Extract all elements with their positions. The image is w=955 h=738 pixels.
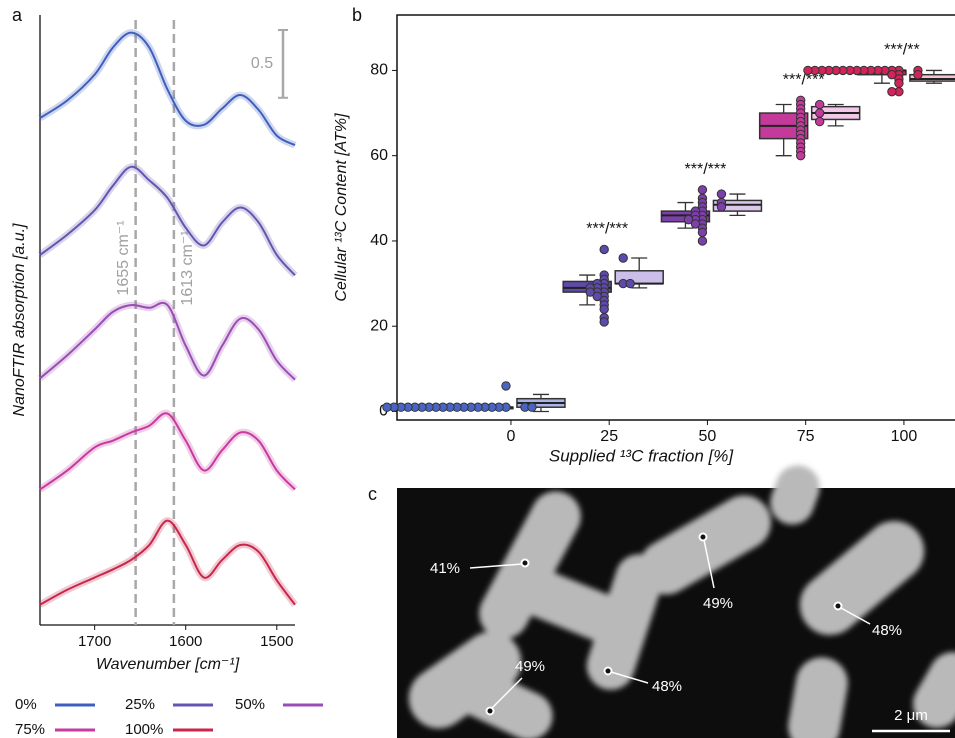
significance: ***/*** bbox=[586, 221, 628, 238]
legend-label: 25% bbox=[125, 696, 155, 713]
panel-label: c bbox=[368, 484, 377, 504]
x-tick-label: 1700 bbox=[78, 633, 111, 650]
image-label: 48% bbox=[652, 678, 682, 695]
pointer-dot bbox=[487, 708, 494, 715]
x-tick-label: 100 bbox=[891, 428, 918, 445]
data-point bbox=[600, 318, 608, 326]
figure: a b c 41% bbox=[0, 0, 955, 738]
pointer-dot bbox=[605, 668, 612, 675]
image-label: 48% bbox=[872, 622, 902, 639]
x-tick-label: 75 bbox=[797, 428, 815, 445]
x-tick-label: 1500 bbox=[260, 633, 293, 650]
spectrum-line bbox=[40, 521, 295, 605]
x-tick-label: 1600 bbox=[169, 633, 202, 650]
x-axis-label: Wavenumber [cm⁻¹] bbox=[96, 656, 240, 673]
data-point bbox=[796, 151, 804, 159]
data-point bbox=[914, 70, 922, 78]
data-point bbox=[600, 245, 608, 253]
significance: ***/** bbox=[884, 42, 920, 59]
data-point bbox=[698, 228, 706, 236]
scale-bar-label: 2 μm bbox=[894, 707, 928, 724]
data-point bbox=[815, 117, 823, 125]
x-axis-label: Supplied ¹³C fraction [%] bbox=[549, 446, 735, 465]
data-point bbox=[717, 203, 725, 211]
legend-label: 75% bbox=[15, 721, 45, 738]
pointer-dot bbox=[700, 534, 707, 541]
data-point bbox=[619, 254, 627, 262]
legend-label: 100% bbox=[125, 721, 163, 738]
significance: ***/*** bbox=[685, 161, 727, 178]
spectrum-band bbox=[40, 413, 295, 489]
y-tick-label: 40 bbox=[370, 232, 388, 249]
scale-bar-label: 0.5 bbox=[251, 55, 273, 72]
panel-label: b bbox=[352, 5, 362, 25]
legend-label: 50% bbox=[235, 696, 265, 713]
significance: ***/*** bbox=[783, 71, 825, 88]
x-tick-label: 50 bbox=[699, 428, 717, 445]
image-label: 41% bbox=[430, 560, 460, 577]
y-tick-label: 60 bbox=[370, 147, 388, 164]
image-label: 49% bbox=[515, 658, 545, 675]
panel-label: a bbox=[12, 5, 23, 25]
data-point bbox=[815, 109, 823, 117]
y-axis-label: NanoFTIR absorption [a.u.] bbox=[11, 223, 28, 417]
page: a b c 41% bbox=[0, 0, 955, 738]
data-point bbox=[698, 186, 706, 194]
pointer-dot bbox=[835, 603, 842, 610]
data-point bbox=[626, 279, 634, 287]
y-axis-label: Cellular ¹³C Content [AT%] bbox=[333, 113, 350, 302]
spectrum-band bbox=[40, 521, 295, 605]
data-point bbox=[815, 100, 823, 108]
legend-label: 0% bbox=[15, 696, 37, 713]
data-point bbox=[698, 237, 706, 245]
image-label: 49% bbox=[703, 595, 733, 612]
reference-label: 1655 cm⁻¹ bbox=[115, 220, 132, 295]
data-point bbox=[804, 66, 812, 74]
spectrum-line bbox=[40, 413, 295, 489]
data-point bbox=[528, 403, 536, 411]
pointer-dot bbox=[522, 560, 529, 567]
data-point bbox=[895, 79, 903, 87]
data-point bbox=[717, 190, 725, 198]
spectrum-band bbox=[40, 303, 295, 380]
data-point bbox=[600, 305, 608, 313]
x-tick-label: 25 bbox=[600, 428, 618, 445]
y-tick-label: 20 bbox=[370, 317, 388, 334]
data-point bbox=[888, 88, 896, 96]
data-point bbox=[502, 382, 510, 390]
micrograph: 41% 49% 48% 49% 48% 2 μm bbox=[397, 459, 955, 738]
x-tick-label: 0 bbox=[507, 428, 516, 445]
data-point bbox=[383, 403, 391, 411]
y-tick-label: 80 bbox=[370, 62, 388, 79]
